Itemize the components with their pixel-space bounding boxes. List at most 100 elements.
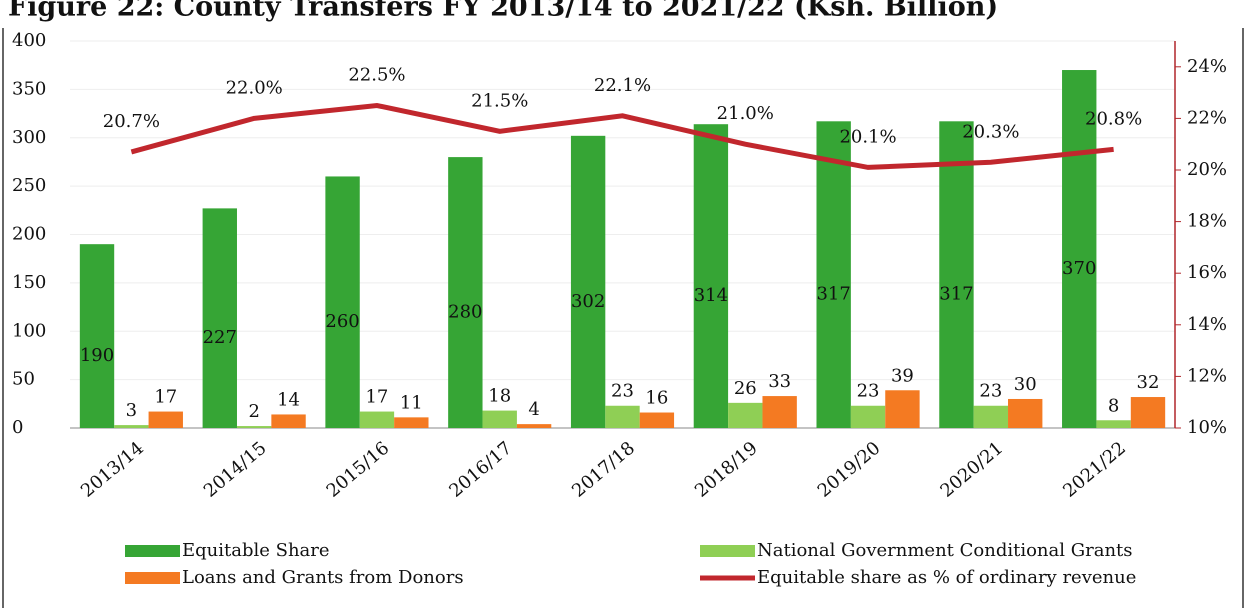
bar: [79, 244, 115, 428]
data-label: 2: [248, 401, 259, 422]
data-label: 3: [126, 400, 137, 421]
data-label: 30: [1014, 374, 1037, 395]
line-label: 22.5%: [348, 65, 405, 86]
bar: [973, 405, 1009, 428]
data-label: 8: [1108, 395, 1119, 416]
bar: [816, 121, 851, 429]
bar: [639, 412, 675, 428]
line-label: 22.1%: [594, 75, 651, 96]
line: [130, 102, 1114, 170]
bar: [762, 396, 797, 428]
y2-tick-label: 20%: [1187, 159, 1227, 180]
bar: [939, 121, 974, 429]
bar: [1062, 70, 1097, 429]
data-label: 4: [528, 399, 539, 420]
legend-swatch: [700, 545, 755, 557]
line-label: 20.1%: [839, 126, 896, 147]
x-tick-label: 2016/17: [445, 438, 516, 502]
line-label: 22.0%: [226, 77, 283, 98]
bar: [693, 124, 729, 428]
data-label: 33: [768, 371, 791, 392]
y2-tick-label: 18%: [1187, 211, 1227, 232]
data-label: 190: [80, 345, 114, 366]
line-label: 21.5%: [471, 90, 528, 111]
data-label: 18: [488, 386, 511, 407]
y2-tick-label: 10%: [1187, 417, 1227, 438]
bar: [605, 405, 640, 428]
data-label: 16: [645, 388, 668, 409]
x-tick-label: 2018/19: [691, 438, 762, 502]
bar: [482, 410, 517, 428]
bar: [114, 425, 149, 428]
legend-label: Loans and Grants from Donors: [182, 567, 464, 588]
bar: [728, 402, 763, 428]
y-tick-label: 300: [12, 127, 46, 148]
bar: [359, 411, 395, 428]
line-label: 21.0%: [717, 103, 774, 124]
y-tick-label: 50: [12, 369, 35, 390]
bar: [516, 424, 552, 428]
x-tick-label: 2015/16: [323, 438, 394, 502]
chart-title: Figure 22: County Transfers FY 2013/14 t…: [8, 0, 998, 23]
bar: [448, 157, 483, 428]
legend-label: National Government Conditional Grants: [757, 540, 1133, 561]
data-label: 23: [857, 381, 880, 402]
y-tick-label: 250: [12, 175, 46, 196]
data-label: 302: [571, 291, 605, 312]
x-tick-label: 2017/18: [568, 438, 639, 502]
bar: [148, 411, 183, 428]
data-label: 26: [734, 378, 757, 399]
y-tick-label: 100: [12, 320, 46, 341]
bar: [850, 405, 886, 428]
y-tick-label: 0: [12, 417, 23, 438]
data-label: 17: [365, 387, 388, 408]
data-label: 227: [203, 327, 237, 348]
data-label: 260: [325, 311, 359, 332]
line-label: 20.3%: [962, 121, 1019, 142]
y2-tick-label: 24%: [1187, 56, 1227, 77]
data-label: 370: [1062, 258, 1096, 279]
data-label: 317: [816, 284, 850, 305]
bar: [394, 417, 429, 428]
bar: [325, 176, 360, 428]
data-label: 23: [611, 381, 634, 402]
line-label: 20.8%: [1085, 108, 1142, 129]
data-label: 280: [448, 302, 482, 323]
y-tick-label: 400: [12, 30, 46, 51]
data-label: 314: [694, 285, 728, 306]
data-label: 14: [277, 389, 300, 410]
data-label: 39: [891, 365, 914, 386]
bar: [570, 135, 606, 428]
legend-swatch: [125, 545, 180, 557]
x-tick-label: 2021/22: [1059, 438, 1130, 502]
legend-label: Equitable Share: [182, 540, 330, 561]
legend-label: Equitable share as % of ordinary revenue: [757, 567, 1136, 588]
y2-tick-label: 14%: [1187, 314, 1227, 335]
y2-tick-label: 12%: [1187, 365, 1227, 386]
data-label: 32: [1137, 372, 1160, 393]
bar: [271, 414, 306, 428]
y-tick-label: 350: [12, 78, 46, 99]
y2-tick-label: 22%: [1187, 107, 1227, 128]
bar: [1130, 397, 1166, 428]
x-tick-label: 2019/20: [814, 438, 885, 502]
bar: [1008, 398, 1043, 428]
y-tick-label: 150: [12, 272, 46, 293]
data-label: 11: [400, 392, 423, 413]
bar: [202, 208, 237, 428]
x-tick-label: 2020/21: [936, 438, 1007, 502]
legend-swatch: [125, 572, 180, 584]
x-tick-label: 2014/15: [200, 438, 271, 502]
bar: [885, 390, 920, 428]
y2-tick-label: 16%: [1187, 262, 1227, 283]
data-label: 17: [154, 387, 177, 408]
line-label: 20.7%: [103, 111, 160, 132]
bar: [1096, 420, 1131, 428]
x-tick-label: 2013/14: [77, 438, 148, 502]
data-label: 23: [979, 381, 1002, 402]
data-label: 317: [939, 284, 973, 305]
bar: [236, 426, 272, 428]
y-tick-label: 200: [12, 224, 46, 245]
